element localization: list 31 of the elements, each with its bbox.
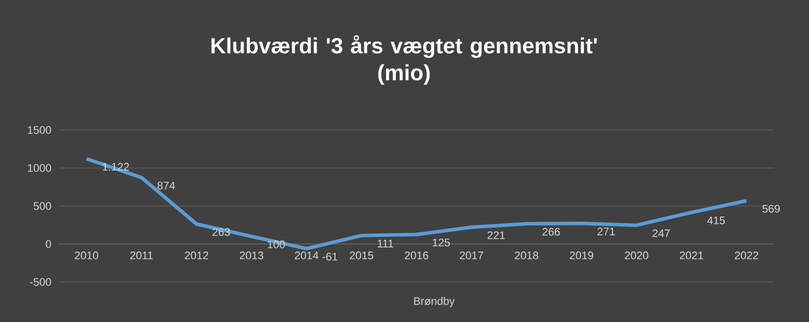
x-tick-label: 2017: [460, 252, 484, 260]
data-label: 125: [432, 238, 450, 246]
x-tick-label: 2011: [130, 252, 153, 260]
x-tick-label: 2018: [514, 252, 538, 260]
y-tick-label: 1500: [28, 126, 52, 134]
x-tick-label: 2016: [404, 252, 428, 260]
chart-title: Klubværdi '3 års vægtet gennemsnit' (mio): [211, 35, 597, 85]
x-tick-label: 2014: [294, 252, 318, 260]
x-tick-label: 2019: [570, 252, 594, 260]
data-label: 271: [598, 228, 615, 236]
data-label: 247: [652, 229, 670, 238]
data-label: 111: [378, 240, 394, 248]
x-tick-label: 2022: [734, 252, 758, 260]
y-tick-label: 1000: [28, 164, 52, 172]
y-tick-label: 500: [34, 202, 52, 210]
x-tick-label: 2010: [74, 252, 98, 260]
y-tick-label: -500: [30, 278, 52, 286]
data-label: 415: [707, 216, 725, 224]
data-label: 569: [762, 204, 780, 213]
data-label: 874: [157, 182, 175, 190]
line-series: [84, 156, 748, 250]
data-label: -61: [322, 252, 338, 261]
x-tick-label: 2012: [184, 252, 208, 260]
x-tick-label: 2020: [624, 252, 648, 260]
data-label: 266: [542, 228, 560, 236]
x-tick-label: 2015: [350, 252, 374, 260]
y-tick-label: 0: [46, 240, 52, 248]
x-axis-title: Brøndby: [414, 296, 455, 308]
x-tick-label: 2013: [240, 252, 264, 260]
data-label: 221: [488, 231, 505, 240]
x-tick-label: 2021: [680, 252, 704, 260]
